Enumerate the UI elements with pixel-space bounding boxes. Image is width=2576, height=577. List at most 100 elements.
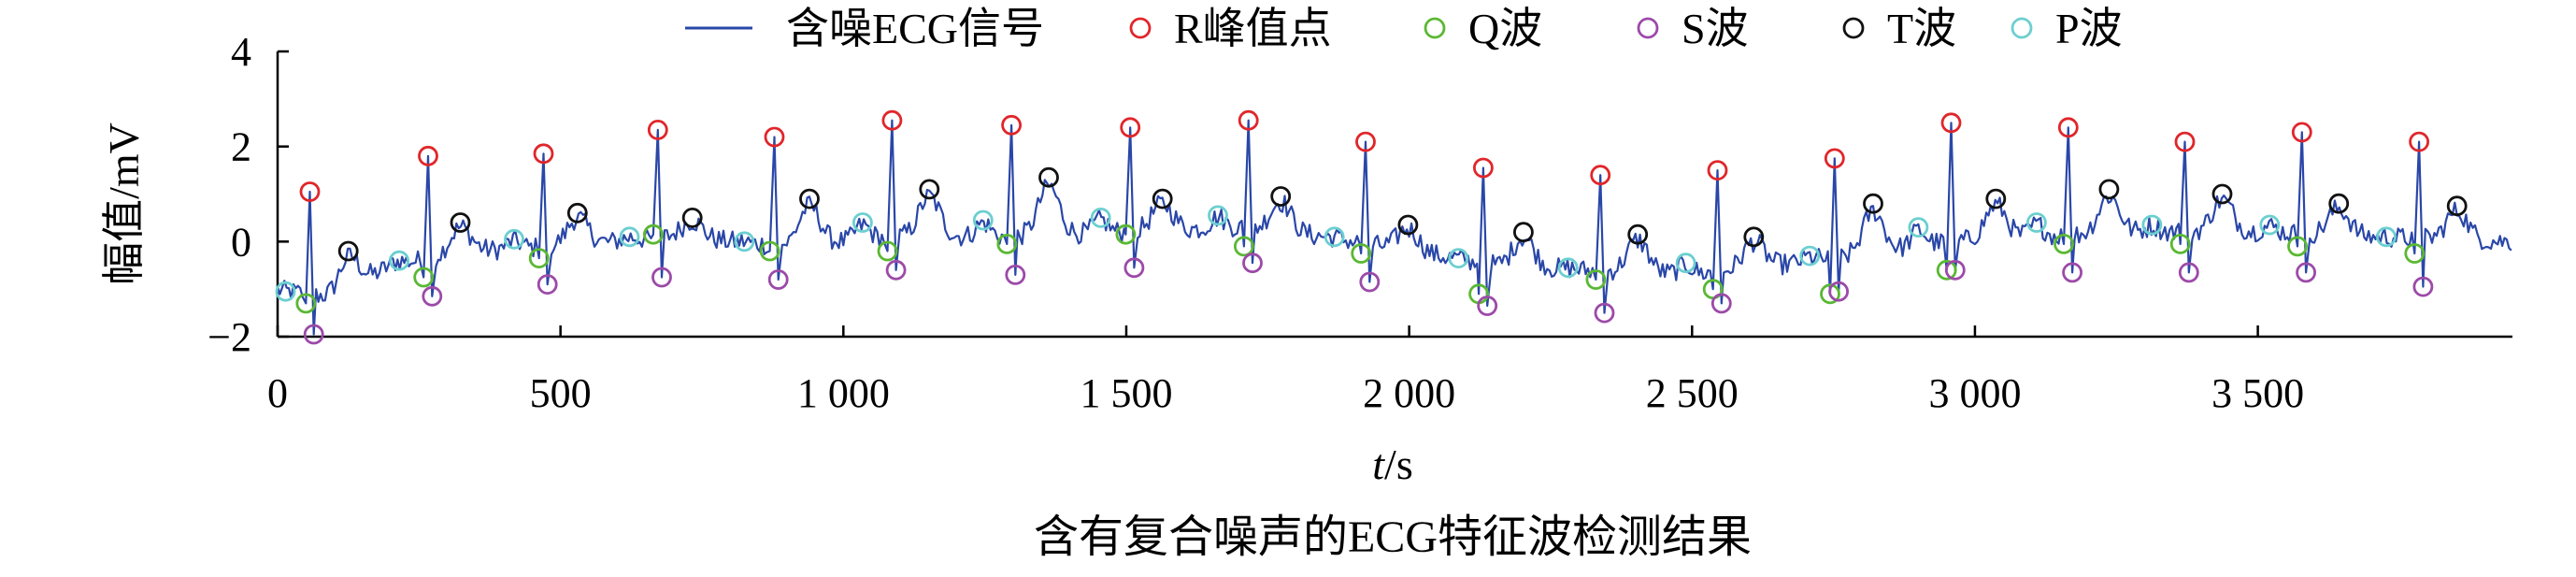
r-peak-marker [1238,109,1259,131]
s-wave-marker [2296,262,2317,283]
q-wave-marker [2404,243,2426,264]
p-wave-marker [1208,205,1228,226]
q-wave-legend-swatch [1424,17,1446,39]
t-wave-marker [1270,186,1292,207]
r-peak-marker [1355,131,1376,152]
q-wave-marker [295,293,317,314]
r-peak-marker [2409,131,2430,152]
legend-label-p-wave: P波 [2055,5,2123,52]
legend-label-r-peak: R峰值点 [1174,5,1332,52]
marker-layer [275,109,2468,345]
t-wave-marker [2098,179,2120,200]
p-wave-marker [1324,226,1345,248]
s-wave-marker [422,285,443,307]
p-wave-marker [852,212,873,233]
q-wave-marker [1936,259,1957,281]
p-wave-marker [1908,217,1929,238]
x-tick-label: 3 500 [2211,370,2304,416]
t-wave-marker [1397,214,1419,236]
x-tick-label: 3 000 [1928,370,2021,416]
s-wave-marker [1710,293,1732,314]
q-wave-marker [413,267,435,288]
p-wave-marker [1675,252,1696,274]
y-tick-label: 0 [231,219,251,265]
p-wave-marker [1448,248,1469,269]
legend-label-t-wave: T波 [1887,5,1956,52]
q-wave-marker [759,240,780,262]
s-wave-marker [1594,302,1615,324]
x-tick-label: 1 500 [1080,370,1172,416]
y-tick-label: 4 [231,29,251,75]
s-wave-marker [1828,281,1849,302]
x-tick-label: 2 000 [1363,370,1455,416]
r-peak-marker [764,126,785,148]
x-tick-label: 500 [530,370,592,416]
plot-frame [276,51,2512,339]
p-wave-marker [2025,212,2047,233]
q-wave-marker [1820,283,1840,305]
x-axis: 0 500 1 000 1 500 2 000 2 500 3 000 3 500 [267,325,2304,416]
q-wave-marker [2169,233,2191,254]
r-peak-marker [881,109,903,131]
p-wave-marker [734,231,755,252]
s-wave-marker [1005,264,1026,285]
q-wave-marker [996,233,1018,254]
r-peak-marker [2057,117,2079,138]
q-wave-marker [2287,236,2308,257]
s-wave-marker [1477,296,1498,316]
legend-label-q-wave: Q波 [1468,5,1542,52]
s-wave-marker [1242,252,1263,274]
p-wave-marker [1799,245,1821,267]
p-wave-marker [1090,207,1111,228]
s-wave-marker [1944,259,1966,281]
q-wave-marker [1234,236,1254,257]
s-wave-marker [1359,271,1381,293]
t-wave-marker [1743,226,1765,248]
t-wave-legend-swatch [1842,17,1865,39]
t-wave-marker [450,212,471,233]
p-wave-marker [1557,257,1579,279]
p-wave-marker [2376,226,2397,248]
x-tick-label: 1 000 [797,370,890,416]
s-wave-legend-swatch [1637,17,1659,39]
y-axis-label: 幅值/mV [100,123,148,285]
p-wave-marker [2259,214,2281,236]
s-wave-marker [651,267,672,288]
r-peak-marker [1707,160,1728,181]
p-wave-marker [504,228,524,250]
t-wave-marker [337,240,359,262]
r-peak-marker [299,181,321,202]
t-wave-marker [1985,188,2007,209]
r-peak-marker [647,119,668,140]
t-wave-marker [681,207,703,228]
r-peak-marker [2291,122,2312,143]
y-tick-label: −2 [208,314,251,360]
x-tick-label: 2 500 [1646,370,1739,416]
p-wave-marker [972,209,994,231]
t-wave-marker [2446,195,2468,217]
t-wave-marker [919,179,940,200]
x-tick-label: 0 [267,370,288,416]
r-peak-marker [533,143,554,165]
legend: 含噪ECG信号 R峰值点 Q波 S波 T波 P波 [685,5,2123,52]
t-wave-marker [799,188,820,209]
q-wave-marker [1585,269,1607,290]
legend-label-s-wave: S波 [1682,5,1749,52]
x-axis-label-unit: /s [1384,440,1413,488]
r-peak-marker [1120,117,1141,138]
p-wave-marker [2141,214,2163,236]
x-axis-label-var: t [1372,440,1385,488]
ecg-signal-line [276,119,2512,336]
y-axis: −2 0 2 4 [208,29,289,360]
t-wave-marker [2211,183,2233,205]
p-wave-marker [619,226,640,248]
t-wave-marker [1863,193,1883,214]
r-peak-marker [418,145,438,166]
r-peak-marker [1824,148,1845,169]
s-wave-marker [1123,257,1145,279]
p-wave-marker [275,281,296,302]
s-wave-marker [303,324,324,345]
t-wave-marker [1152,188,1173,209]
